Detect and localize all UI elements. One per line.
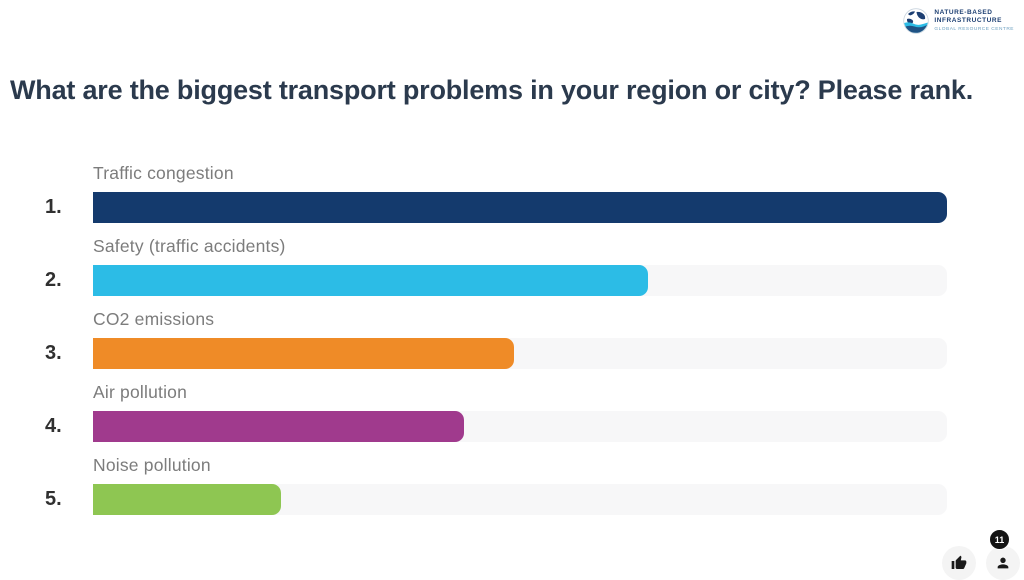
question-title: What are the biggest transport problems …	[10, 75, 974, 106]
bar-fill-traffic-congestion	[93, 192, 947, 223]
rank-row-5: 5. Noise pollution	[45, 455, 947, 528]
rank-row-4: 4. Air pollution	[45, 382, 947, 455]
bar-track	[93, 484, 947, 515]
bar-fill-safety	[93, 265, 649, 296]
thumbs-up-icon	[951, 555, 967, 571]
bar-track	[93, 411, 947, 442]
bar-track	[93, 338, 947, 369]
category-label: Air pollution	[93, 382, 188, 402]
bar-fill-noise-pollution	[93, 484, 281, 515]
participants-count-badge: 11	[989, 529, 1010, 550]
rank-number: 1.	[45, 196, 62, 218]
thumbs-up-button[interactable]	[942, 546, 976, 580]
rank-number: 5.	[45, 488, 62, 510]
bar-fill-air-pollution	[93, 411, 465, 442]
bar-track	[93, 192, 947, 223]
rank-number: 2.	[45, 269, 62, 291]
rank-row-2: 2. Safety (traffic accidents)	[45, 236, 947, 309]
bar-fill-co2-emissions	[93, 338, 515, 369]
nbi-logo: NATURE-BASED INFRASTRUCTURE GLOBAL RESOU…	[903, 8, 1014, 34]
participants-button[interactable]	[986, 546, 1020, 580]
logo-tagline: GLOBAL RESOURCE CENTRE	[934, 26, 1014, 32]
globe-icon	[903, 8, 930, 34]
rank-number: 3.	[45, 342, 62, 364]
logo-name-line2: INFRASTRUCTURE	[934, 16, 1003, 24]
logo-name-line1: NATURE-BASED	[934, 8, 993, 16]
rank-row-3: 3. CO2 emissions	[45, 309, 947, 382]
category-label: Noise pollution	[93, 455, 211, 475]
category-label: Traffic congestion	[93, 163, 234, 183]
participants-icon	[995, 555, 1011, 571]
rank-number: 4.	[45, 415, 62, 437]
category-label: CO2 emissions	[93, 309, 215, 329]
rank-row-1: 1. Traffic congestion	[45, 163, 947, 236]
bar-track	[93, 265, 947, 296]
category-label: Safety (traffic accidents)	[93, 236, 286, 256]
